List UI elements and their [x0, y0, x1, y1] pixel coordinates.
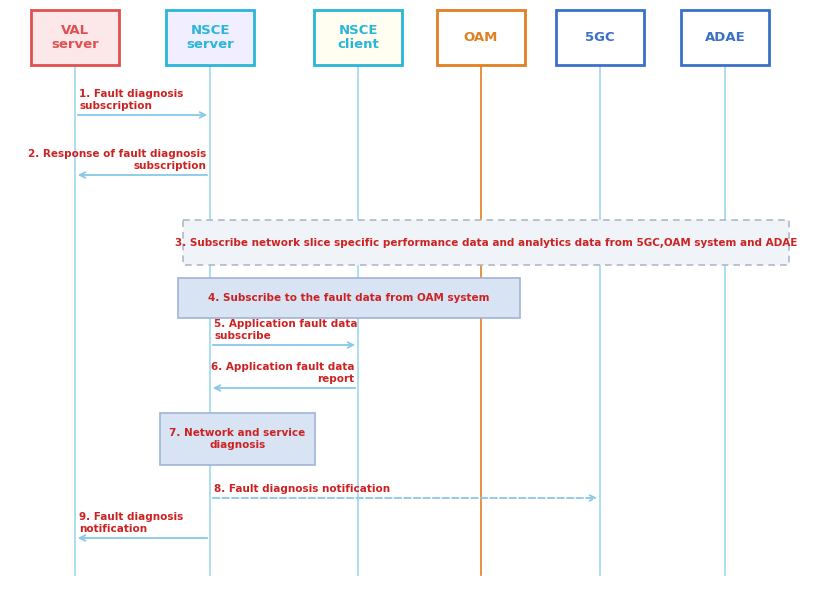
- Text: 2. Response of fault diagnosis
subscription: 2. Response of fault diagnosis subscript…: [27, 149, 206, 171]
- Text: 4. Subscribe to the fault data from OAM system: 4. Subscribe to the fault data from OAM …: [208, 293, 490, 303]
- Text: 6. Application fault data
report: 6. Application fault data report: [211, 362, 354, 384]
- Text: 1. Fault diagnosis
subscription: 1. Fault diagnosis subscription: [79, 90, 183, 111]
- Text: OAM: OAM: [464, 31, 498, 44]
- FancyBboxPatch shape: [556, 10, 644, 65]
- Text: 8. Fault diagnosis notification: 8. Fault diagnosis notification: [214, 484, 390, 494]
- Text: 7. Network and service
diagnosis: 7. Network and service diagnosis: [169, 428, 305, 450]
- FancyBboxPatch shape: [437, 10, 525, 65]
- Text: NSCE
server: NSCE server: [186, 24, 234, 52]
- FancyBboxPatch shape: [681, 10, 769, 65]
- Text: 9. Fault diagnosis
notification: 9. Fault diagnosis notification: [79, 512, 183, 534]
- FancyBboxPatch shape: [178, 278, 520, 318]
- Text: 5. Application fault data
subscribe: 5. Application fault data subscribe: [214, 320, 358, 341]
- FancyBboxPatch shape: [160, 413, 315, 465]
- FancyBboxPatch shape: [166, 10, 254, 65]
- Text: 3. Subscribe network slice specific performance data and analytics data from 5GC: 3. Subscribe network slice specific perf…: [175, 238, 797, 247]
- Text: NSCE
client: NSCE client: [337, 24, 378, 52]
- FancyBboxPatch shape: [314, 10, 402, 65]
- FancyBboxPatch shape: [183, 220, 789, 265]
- Text: 5GC: 5GC: [585, 31, 615, 44]
- Text: VAL
server: VAL server: [51, 24, 99, 52]
- FancyBboxPatch shape: [31, 10, 119, 65]
- Text: ADAE: ADAE: [705, 31, 745, 44]
